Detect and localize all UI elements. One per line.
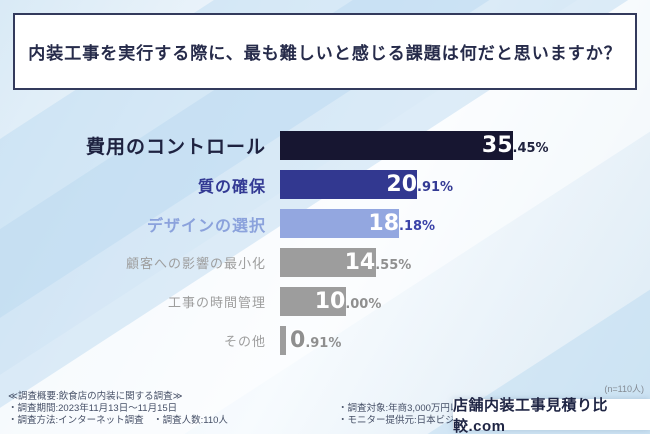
bar-row: その他 0.91% <box>0 326 650 355</box>
bar-track: 10.00% <box>280 287 650 316</box>
question-title-box: 内装工事を実行する際に、最も難しいと感じる課題は何だと思いますか？ <box>13 13 637 90</box>
bar-row: デザインの選択 18.18% <box>0 209 650 238</box>
bar-category-label: デザインの選択 <box>146 217 266 235</box>
bar-value-decimal: .18% <box>399 218 436 234</box>
survey-overview-col2: ・調査対象:年商3,000万円以上の飲食店経営者 ・モニター提供元:日本ビジネス… <box>338 391 535 427</box>
bar-value-integer: 35 <box>481 132 513 158</box>
bar-value-integer: 20 <box>386 171 418 197</box>
survey-overview: ≪調査概要:飲食店の内装に関する調査≫ ・調査期間:2023年11月13日～11… <box>8 391 535 427</box>
bar-category-label: 質の確保 <box>197 178 266 196</box>
bar-value-decimal: .55% <box>375 257 412 273</box>
question-title: 内装工事を実行する際に、最も難しいと感じる課題は何だと思いますか？ <box>28 44 622 63</box>
bar-row: 顧客への影響の最小化 14.55% <box>0 248 650 277</box>
survey-method: ・調査方法:インターネット調査 ・調査人数:110人 <box>8 415 228 426</box>
brand-logo-text: 店舗内装工事見積り比較.com <box>453 396 609 434</box>
bar-value: 0.91% <box>290 327 342 353</box>
bar-value-decimal: .91% <box>417 179 454 195</box>
bar-value-integer: 10 <box>314 288 346 314</box>
bar-value-decimal: .45% <box>512 140 549 156</box>
bar-row: 費用のコントロール 35.45% <box>0 131 650 160</box>
survey-overview-col1: ≪調査概要:飲食店の内装に関する調査≫ ・調査期間:2023年11月13日～11… <box>8 391 330 427</box>
survey-target: ・調査対象:年商3,000万円以上の飲食店経営者 <box>338 403 536 414</box>
bar <box>280 131 513 160</box>
bar-value-integer: 0 <box>290 327 306 353</box>
bar-row: 質の確保 20.91% <box>0 170 650 199</box>
survey-overview-title: ≪調査概要:飲食店の内装に関する調査≫ <box>8 391 183 402</box>
bar-value: 14.55% <box>344 249 412 275</box>
survey-provider: ・モニター提供元:日本ビジネスリサーチ <box>338 415 512 426</box>
sample-size-note: (n=110人) <box>604 384 644 394</box>
bar <box>280 326 286 355</box>
bar-category-label: 顧客への影響の最小化 <box>125 256 266 271</box>
bar-value-integer: 14 <box>344 249 376 275</box>
bar-track: 35.45% <box>280 131 650 160</box>
bar <box>280 170 418 199</box>
bar-value-decimal: .00% <box>345 296 382 312</box>
bar <box>280 209 400 238</box>
brand-strip: 店舗内装工事見積り比較.com <box>453 397 650 434</box>
bar-value: 20.91% <box>386 171 454 197</box>
bar-track: 20.91% <box>280 170 650 199</box>
bar-value-decimal: .91% <box>305 335 342 351</box>
bar-row: 工事の時間管理 10.00% <box>0 287 650 316</box>
bar-value-integer: 18 <box>368 210 400 236</box>
bar-track: 0.91% <box>280 326 650 355</box>
bar-value: 10.00% <box>314 288 382 314</box>
survey-period: ・調査期間:2023年11月13日～11月15日 <box>8 403 178 414</box>
bar-value: 35.45% <box>481 132 549 158</box>
bar-value: 18.18% <box>368 210 436 236</box>
bar-category-label: 工事の時間管理 <box>167 295 266 310</box>
bar <box>280 248 376 277</box>
bar-chart: 費用のコントロール 35.45% 質の確保 20.91% デザインの選択 18.18% 顧客… <box>0 131 650 365</box>
bar-track: 18.18% <box>280 209 650 238</box>
bar <box>280 287 346 316</box>
bar-category-label: その他 <box>223 334 266 349</box>
bar-category-label: 費用のコントロール <box>85 137 266 158</box>
bar-track: 14.55% <box>280 248 650 277</box>
